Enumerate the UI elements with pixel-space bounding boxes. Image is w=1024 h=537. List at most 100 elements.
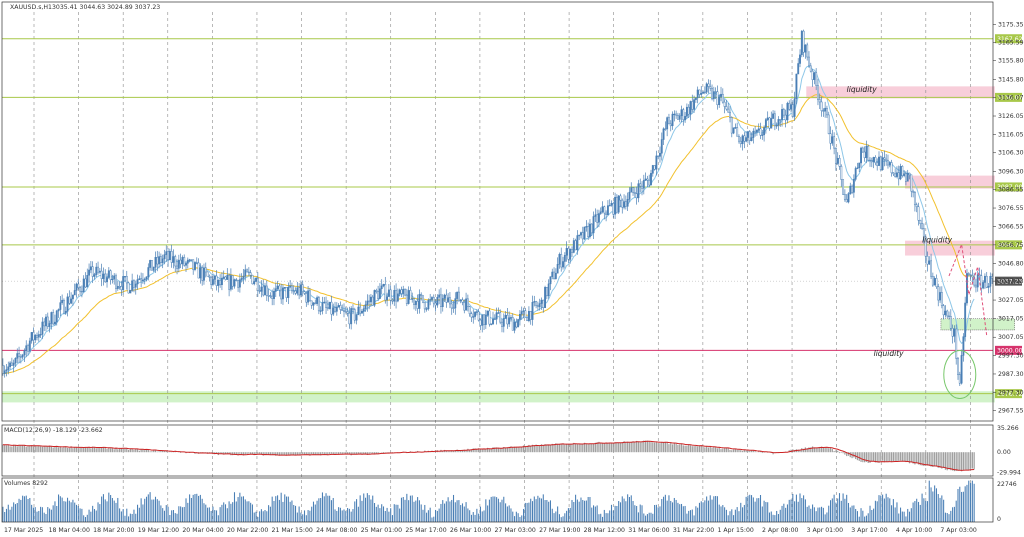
candle-body-277	[499, 312, 502, 323]
macd-bar-270	[486, 447, 489, 453]
x-tick-label-5: 20 Mar 22:00	[227, 527, 268, 534]
macd-bar-185	[334, 452, 336, 455]
macd-bar-438	[788, 450, 790, 453]
macd-bar-298	[537, 445, 539, 453]
macd-bar-365	[657, 443, 659, 453]
candle-body-102	[185, 263, 187, 266]
macd-bar-403	[725, 447, 728, 453]
candle-body-92	[167, 251, 169, 260]
candle-body-302	[544, 287, 547, 308]
candle-body-3	[7, 366, 10, 370]
candle-body-150	[271, 295, 274, 299]
candle-body-186	[335, 306, 338, 312]
candle-body-473	[851, 185, 854, 193]
macd-bar-3	[7, 444, 9, 453]
macd-bar-493	[887, 452, 889, 462]
candle-body-291	[524, 310, 527, 318]
macd-bar-355	[639, 442, 641, 453]
candle-body-226	[407, 290, 410, 304]
macd-bar-268	[483, 448, 485, 453]
macd-bar-166	[300, 452, 302, 456]
macd-bar-369	[664, 441, 666, 453]
candle-body-96	[174, 256, 177, 267]
candle-body-438	[788, 102, 791, 110]
macd-bar-163	[294, 452, 297, 456]
level-badge-1: 3136.07	[997, 95, 1023, 102]
candle-body-80	[145, 276, 148, 280]
macd-bar-496	[892, 452, 894, 462]
macd-bar-378	[680, 443, 683, 453]
candle-body-135	[244, 269, 247, 277]
header-ohlc: 3035.41 3044.63 3024.89 3037.23	[52, 4, 160, 11]
macd-bar-525	[944, 452, 947, 470]
x-tick-label-10: 26 Mar 10:00	[450, 527, 491, 534]
macd-bar-417	[750, 450, 753, 453]
candle-body-249	[448, 297, 451, 305]
annotation-liquidity-0: liquidity	[847, 85, 878, 94]
candle-body-126	[228, 274, 231, 290]
macd-bar-1	[4, 444, 6, 453]
macd-bar-398	[716, 448, 719, 453]
candle-body-477	[858, 162, 861, 169]
macd-bar-128	[232, 452, 234, 456]
macd-bar-2	[5, 445, 8, 453]
macd-bar-293	[528, 444, 530, 453]
macd-bar-531	[955, 452, 957, 472]
candle-body-374	[673, 113, 676, 116]
macd-bar-121	[219, 452, 221, 454]
candle-body-390	[702, 91, 704, 94]
candle-body-363	[653, 165, 656, 170]
macd-bar-476	[856, 452, 859, 461]
macd-bar-264	[476, 448, 478, 453]
macd-bar-391	[704, 447, 706, 453]
macd-bar-145	[262, 452, 264, 456]
macd-bar-530	[953, 452, 956, 472]
macd-bar-510	[917, 452, 920, 465]
candle-body-529	[951, 328, 954, 337]
level-badge-3: 3056.74	[997, 242, 1023, 249]
volume-tick-0: 22746	[997, 481, 1017, 488]
x-tick-label-13: 28 Mar 12:00	[584, 527, 625, 534]
candle-body-7	[14, 357, 17, 364]
macd-bar-477	[858, 452, 860, 461]
macd-bar-245	[442, 451, 444, 453]
macd-bar-332	[598, 441, 600, 453]
macd-bar-179	[323, 452, 325, 455]
candle-body-297	[535, 301, 538, 306]
macd-bar-311	[560, 443, 562, 453]
macd-bar-187	[337, 452, 340, 455]
level-badge-2: 3087.90	[997, 184, 1023, 191]
candle-body-91	[165, 251, 168, 255]
macd-bar-458	[824, 447, 826, 453]
macd-bar-312	[562, 443, 564, 453]
candle-body-341	[614, 196, 617, 215]
macd-bar-9	[18, 444, 20, 453]
macd-bar-379	[682, 445, 684, 453]
macd-bar-275	[495, 447, 498, 453]
candle-body-263	[474, 311, 476, 317]
candle-body-104	[188, 259, 191, 261]
candle-body-279	[502, 318, 505, 327]
macd-bar-536	[964, 452, 966, 470]
candle-body-74	[134, 283, 137, 288]
macd-bar-206	[372, 452, 374, 454]
candle-body-111	[201, 267, 204, 281]
axes-layer: 17 Mar 2025 18 Mar 04:00 18 Mar 20:00 19 Ma…	[4, 21, 1024, 534]
candle-body-187	[337, 305, 340, 308]
candle-body-178	[321, 302, 324, 312]
candle-body-423	[761, 134, 764, 136]
macd-bar-59	[108, 447, 110, 453]
macd-bar-407	[732, 449, 735, 453]
candle-body-53	[97, 266, 99, 273]
macd-bar-10	[20, 445, 22, 453]
candle-body-419	[754, 130, 757, 133]
candle-body-343	[617, 195, 620, 213]
macd-bar-315	[567, 444, 570, 453]
candle-body-528	[949, 316, 952, 329]
candle-body-265	[477, 311, 480, 321]
candle-body-481	[865, 145, 868, 159]
candle-body-329	[592, 216, 595, 234]
candle-body-391	[703, 91, 706, 94]
macd-bar-480	[864, 452, 866, 463]
